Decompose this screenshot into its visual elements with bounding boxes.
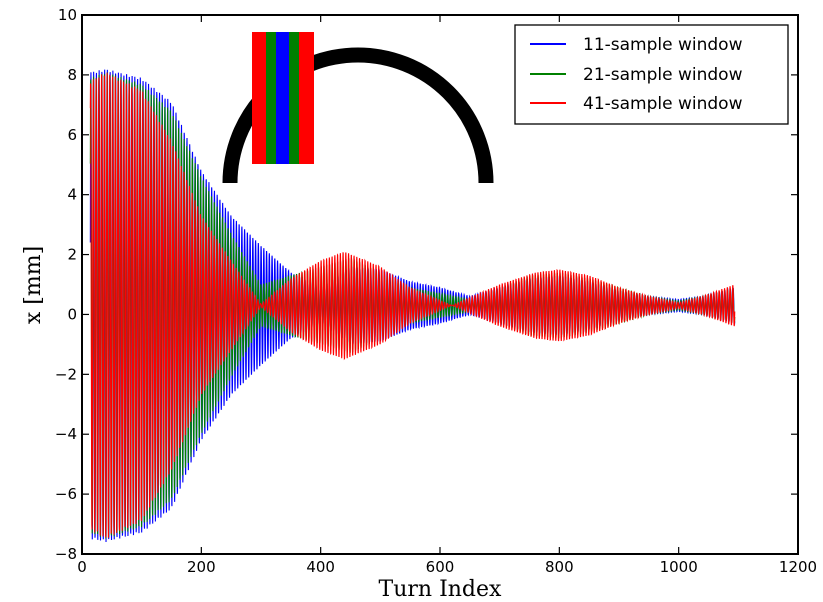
tick-layer: 0 200 400 600 800 1000 1200 −8 −6 −4 −2 0 2 4 6 8 10 (55, 6, 817, 576)
y-tick-label: 0 (67, 305, 77, 323)
legend-label-0: 11-sample window (583, 35, 743, 55)
arc-decoration (222, 47, 494, 184)
x-tick-label: 1200 (779, 558, 817, 576)
legend: 11-sample window 21-sample window 41-sam… (514, 24, 789, 125)
x-tick-label: 200 (187, 558, 216, 576)
y-tick-label: 6 (67, 126, 77, 144)
x-axis-label: Turn Index (379, 577, 502, 602)
stripe-decoration (252, 32, 314, 164)
y-tick-label: 8 (67, 66, 77, 84)
x-tick-label: 800 (545, 558, 574, 576)
series-layer (89, 69, 736, 542)
y-tick-label: −6 (55, 485, 77, 503)
x-tick-label: 600 (426, 558, 455, 576)
y-tick-label: 4 (67, 186, 77, 204)
y-axis-label: x [mm] (21, 246, 46, 324)
y-tick-label: 2 (67, 246, 77, 264)
y-tick-label: −2 (55, 365, 77, 383)
legend-label-2: 41-sample window (583, 94, 743, 114)
x-tick-label: 1000 (660, 558, 698, 576)
series-line-2 (89, 72, 736, 538)
x-tick-label: 400 (306, 558, 335, 576)
x-tick-label: 0 (77, 558, 87, 576)
y-tick-label: −4 (55, 425, 77, 443)
y-tick-label: 10 (58, 6, 77, 24)
legend-label-1: 21-sample window (583, 65, 743, 85)
y-tick-label: −8 (55, 545, 77, 563)
